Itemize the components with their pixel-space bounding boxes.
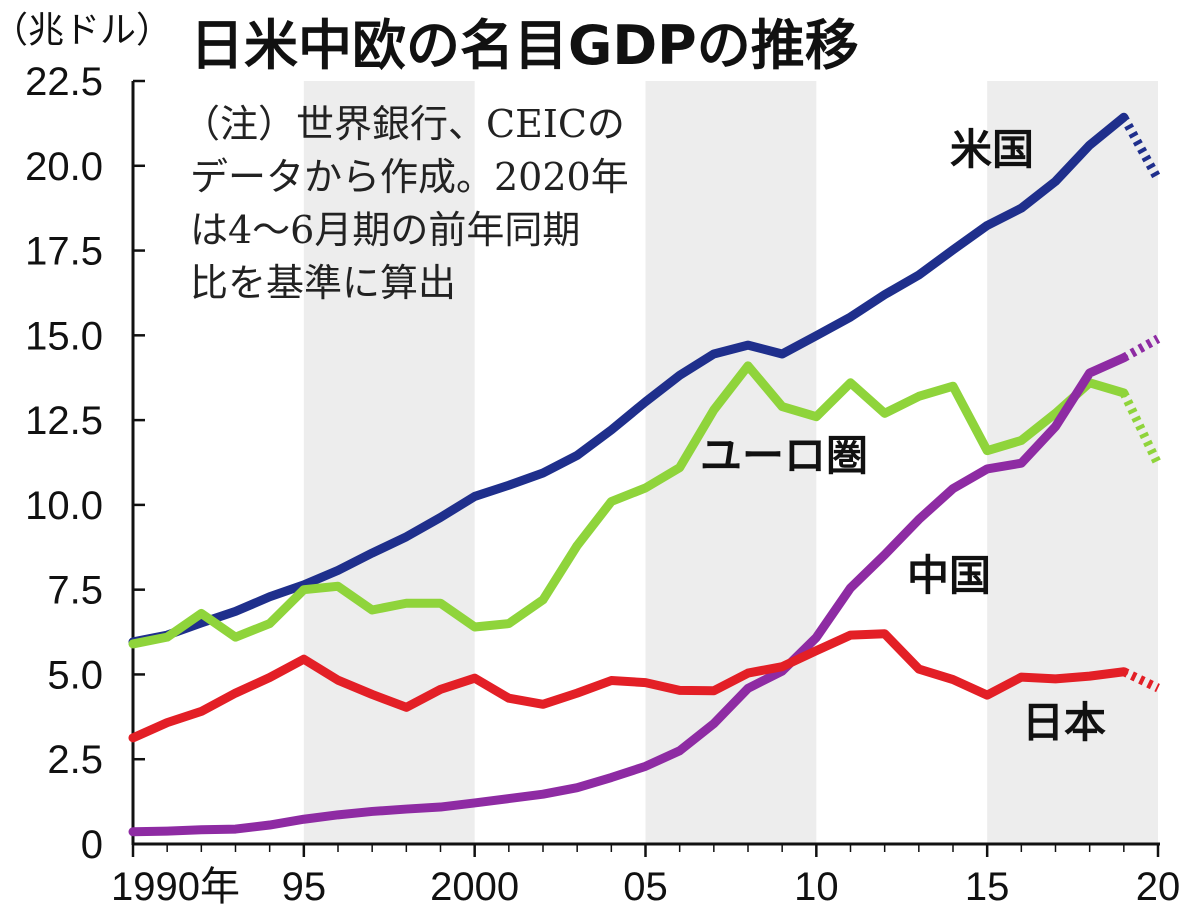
x-tick-label: 95 <box>282 865 327 909</box>
y-tick-label: 12.5 <box>25 399 103 443</box>
unit-label: （兆ドル） <box>0 10 172 51</box>
y-tick-label: 17.5 <box>25 230 103 274</box>
y-tick-label: 0 <box>81 823 103 867</box>
series-japan <box>128 629 1160 743</box>
note-line-4: 比を基準に算出 <box>190 261 456 305</box>
chart-title: 日米中欧の名目GDPの推移 <box>190 14 859 77</box>
series-projection-china <box>1121 334 1161 362</box>
series-us <box>128 112 1162 647</box>
x-tick-label: 20 <box>1136 865 1181 909</box>
y-tick-label: 7.5 <box>47 569 103 613</box>
series-line-china <box>128 353 1129 837</box>
series-label-japan: 日本 <box>1022 698 1106 747</box>
series-label-us: 米国 <box>950 125 1034 174</box>
x-tick-labels: 1990年 95 2000 05 10 15 20 <box>111 844 1180 909</box>
series-label-eurozone: ユーロ圏 <box>700 431 868 480</box>
y-tick-label: 2.5 <box>47 738 103 782</box>
y-tick-label: 20.0 <box>25 145 103 189</box>
y-tick-labels: 0 2.5 5.0 7.5 10.0 12.5 15.0 17.5 20.0 22.5 <box>25 60 145 867</box>
series-projection-eurozone <box>1119 391 1163 467</box>
note-line-3: は4〜6月期の前年同期 <box>190 208 580 252</box>
series-lines <box>128 112 1163 837</box>
y-tick-label: 10.0 <box>25 484 103 528</box>
y-tick-label: 15.0 <box>25 314 103 358</box>
series-eurozone <box>128 361 1163 649</box>
x-tick-label: 15 <box>965 865 1010 909</box>
series-line-us <box>128 112 1129 647</box>
series-projection-us <box>1119 115 1162 182</box>
note: （注）世界銀行、CEICの データから作成。2020年 は4〜6月期の前年同期 … <box>182 102 629 305</box>
y-tick-label: 5.0 <box>47 653 103 697</box>
shaded-band-2 <box>645 81 817 844</box>
series-projection-japan <box>1121 667 1160 693</box>
series-line-japan <box>128 629 1129 743</box>
note-line-2: データから作成。2020年 <box>190 155 629 199</box>
y-tick-label: 22.5 <box>25 60 103 104</box>
series-line-eurozone <box>128 361 1129 649</box>
x-tick-label: 1990年 <box>111 865 240 909</box>
shaded-band-1 <box>303 81 475 844</box>
series-china <box>128 334 1161 837</box>
x-tick-label: 05 <box>623 865 668 909</box>
series-label-china: 中国 <box>907 551 991 600</box>
note-line-1: （注）世界銀行、CEICの <box>182 102 625 146</box>
x-tick-label: 2000 <box>430 865 519 909</box>
x-tick-label: 10 <box>794 865 839 909</box>
